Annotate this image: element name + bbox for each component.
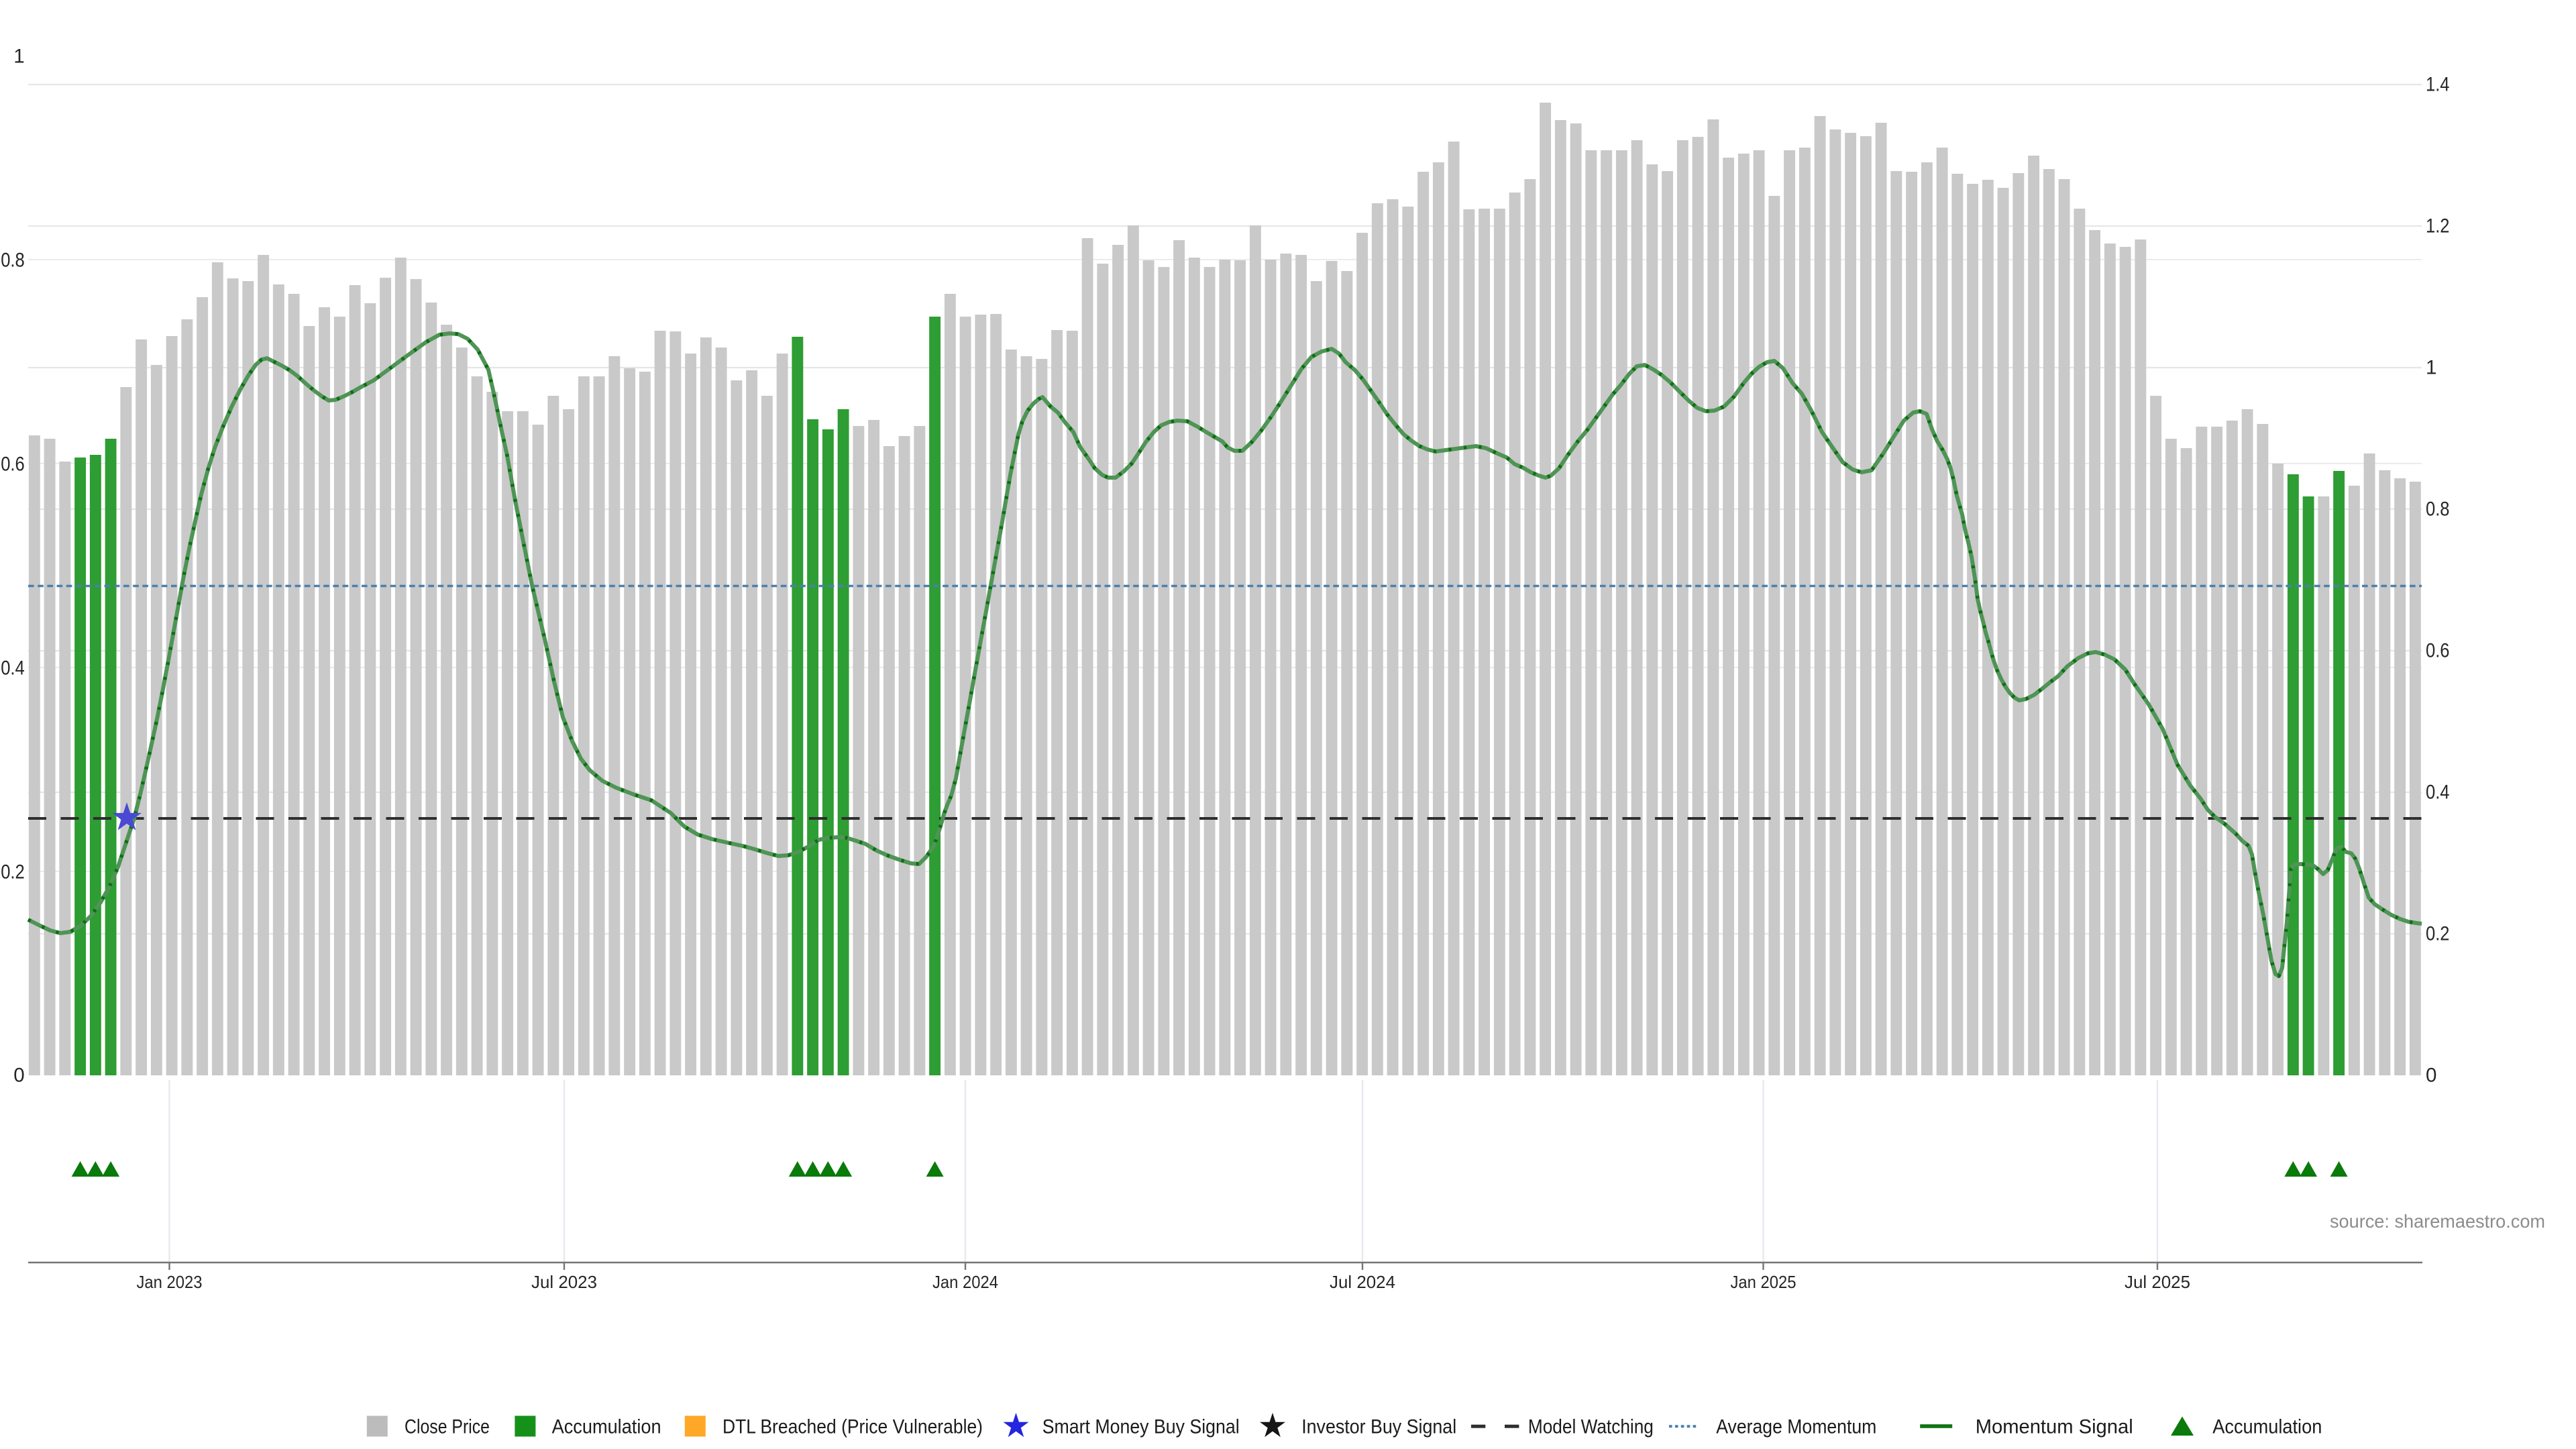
svg-text:Jan 2025: Jan 2025 <box>1731 1272 1796 1292</box>
svg-text:Average Momentum: Average Momentum <box>1716 1416 1876 1438</box>
svg-text:1.2: 1.2 <box>2426 215 2450 237</box>
svg-text:0.2: 0.2 <box>1 861 25 883</box>
svg-text:Jul 2024: Jul 2024 <box>1330 1272 1395 1292</box>
svg-text:Jul 2023: Jul 2023 <box>531 1272 597 1292</box>
svg-text:Close Price: Close Price <box>405 1416 490 1438</box>
svg-text:1: 1 <box>2426 357 2436 379</box>
svg-text:0: 0 <box>13 1065 24 1087</box>
svg-text:0.6: 0.6 <box>1 453 25 476</box>
svg-text:0.2: 0.2 <box>2426 923 2450 945</box>
svg-text:Investor Buy Signal: Investor Buy Signal <box>1301 1416 1456 1438</box>
svg-text:DTL Breached (Price Vulnerable: DTL Breached (Price Vulnerable) <box>722 1416 983 1438</box>
svg-text:0.8: 0.8 <box>1 250 25 272</box>
svg-text:Accumulation: Accumulation <box>2212 1416 2322 1438</box>
svg-text:1: 1 <box>13 46 24 68</box>
svg-text:Jan 2024: Jan 2024 <box>932 1272 998 1292</box>
svg-text:Accumulation: Accumulation <box>552 1416 661 1438</box>
svg-text:1.4: 1.4 <box>2426 74 2450 96</box>
svg-text:Smart Money Buy Signal: Smart Money Buy Signal <box>1042 1416 1240 1438</box>
svg-text:0: 0 <box>2426 1065 2436 1087</box>
svg-text:Jul 2025: Jul 2025 <box>2125 1272 2190 1292</box>
svg-text:0.4: 0.4 <box>2426 782 2450 804</box>
svg-text:0.6: 0.6 <box>2426 640 2450 662</box>
svg-text:Model Watching: Model Watching <box>1528 1416 1654 1438</box>
svg-text:source: sharemaestro.com: source: sharemaestro.com <box>2330 1211 2545 1232</box>
svg-text:0.4: 0.4 <box>1 657 25 680</box>
svg-text:0.8: 0.8 <box>2426 498 2450 521</box>
svg-text:Jan 2023: Jan 2023 <box>137 1272 203 1292</box>
svg-text:Momentum Signal: Momentum Signal <box>1976 1416 2133 1438</box>
